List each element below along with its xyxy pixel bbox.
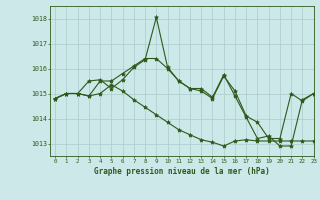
X-axis label: Graphe pression niveau de la mer (hPa): Graphe pression niveau de la mer (hPa) bbox=[94, 167, 269, 176]
